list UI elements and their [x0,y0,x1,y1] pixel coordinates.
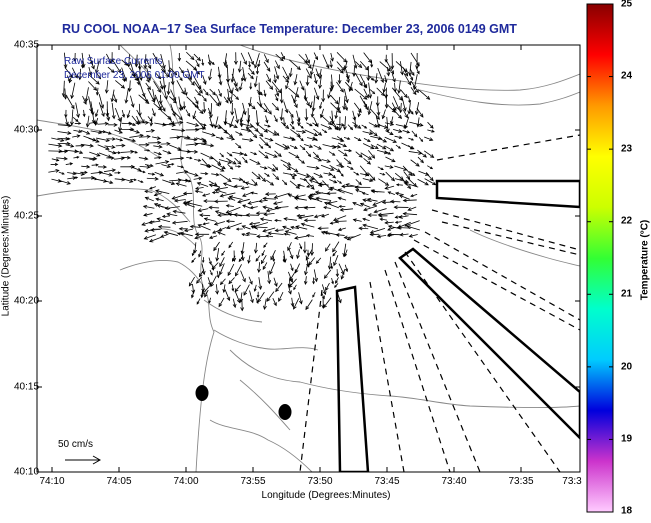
colorbar-tick-label: 18 [621,506,632,517]
inset-line-2: December 23, 2006 01:00 GMT [64,70,205,81]
y-tick-label: 40:25 [14,211,39,222]
x-tick-label: 73:50 [307,476,332,487]
inset-line-1: Raw Surface Currents [64,56,162,67]
colorbar-tick-label: 24 [621,71,632,82]
x-axis-label: Longitude (Degrees:Minutes) [262,490,391,501]
y-tick-label: 40:20 [14,296,39,307]
buoy-marker [279,404,292,420]
map-title: RU COOL NOAA−17 Sea Surface Temperature:… [62,22,517,36]
x-tick-label: 74:10 [39,476,64,487]
colorbar-tick-label: 25 [621,0,632,10]
y-tick-label: 40:10 [14,467,39,478]
x-tick-label: 73:35 [508,476,533,487]
y-tick-label: 40:30 [14,125,39,136]
x-tick-label: 74:00 [173,476,198,487]
colorbar-tick-label: 19 [621,434,632,445]
x-tick-label: 73:40 [441,476,466,487]
colorbar-tick-label: 20 [621,362,632,373]
y-tick-label: 40:35 [14,40,39,51]
buoy-marker [196,385,209,401]
x-tick-label: 73:55 [240,476,265,487]
colorbar [587,4,613,512]
x-tick-label: 73:45 [374,476,399,487]
colorbar-tick-label: 21 [621,289,632,300]
scale-arrow-label: 50 cm/s [58,439,93,450]
x-tick-label: 74:05 [106,476,131,487]
colorbar-label: Temperature (°C) [640,220,651,301]
y-axis-label: Latitude (Degrees:Minutes) [1,196,12,317]
x-tick-label: 73:3 [562,476,581,487]
y-tick-label: 40:15 [14,382,39,393]
colorbar-tick-label: 23 [621,144,632,155]
colorbar-tick-label: 22 [621,216,632,227]
